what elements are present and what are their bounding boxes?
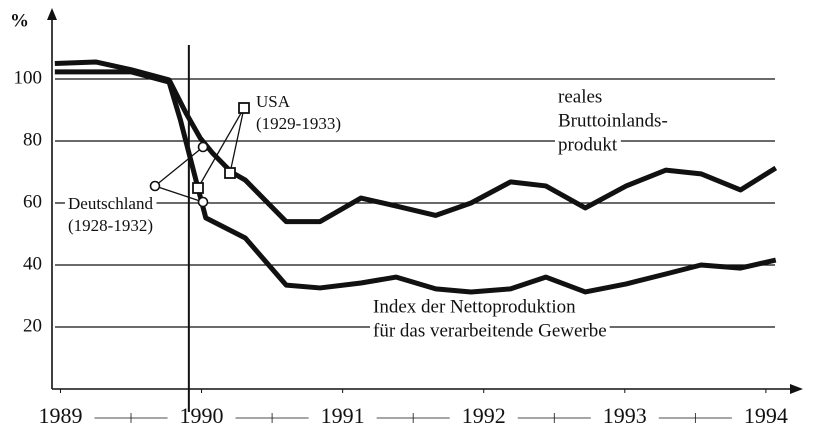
annotation: Index der Nettoproduktion [373, 296, 576, 317]
label-bg [65, 193, 157, 213]
annotation: für das verarbeitende Gewerbe [373, 320, 607, 341]
label-bg [370, 320, 610, 342]
label-bg [555, 134, 621, 156]
callouts [154, 107, 245, 203]
y-axis-label: % [10, 10, 29, 31]
annotation: (1928-1932) [68, 216, 153, 235]
callout-marker [197, 196, 209, 208]
y-tick-label: 60 [23, 191, 42, 212]
callout-marker [149, 180, 161, 192]
y-tick-label: 100 [14, 67, 43, 88]
label-bg [65, 215, 156, 235]
annotation: produkt [558, 134, 618, 155]
series-line [54, 69, 777, 295]
y-tick-label: 20 [23, 315, 42, 336]
x-tick-label: 1989 [38, 403, 82, 428]
x-tick-label: 1994 [744, 403, 788, 428]
series-line [54, 59, 778, 225]
x-tick-label: 1990 [180, 403, 224, 428]
x-tick-label: 1992 [462, 403, 506, 428]
label-bg [370, 296, 580, 318]
y-tick-label: 80 [23, 129, 42, 150]
annotation: Bruttoinlands- [558, 110, 668, 131]
annotation: USA [256, 92, 291, 111]
callout-marker [238, 102, 250, 114]
label-bg [555, 110, 671, 132]
label-bg [253, 91, 294, 111]
grid [55, 78, 775, 328]
x-arrow [790, 384, 803, 394]
label-bg [555, 86, 606, 108]
y-arrow [47, 8, 57, 20]
callout-marker [224, 167, 236, 179]
annotation: Deutschland [68, 194, 153, 213]
callout-marker [197, 141, 209, 153]
x-tick-label: 1993 [603, 403, 647, 428]
y-tick-label: 40 [23, 253, 42, 274]
annotation: (1929-1933) [256, 114, 341, 133]
annotation: reales [558, 86, 602, 107]
callout-marker [192, 182, 204, 194]
label-bg [253, 113, 344, 133]
x-tick-label: 1991 [321, 403, 365, 428]
